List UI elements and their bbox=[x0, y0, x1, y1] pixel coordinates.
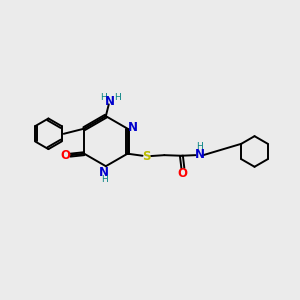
Text: O: O bbox=[60, 149, 70, 162]
Text: N: N bbox=[128, 121, 138, 134]
Text: H: H bbox=[114, 93, 120, 102]
Text: H: H bbox=[196, 142, 203, 152]
Text: N: N bbox=[99, 166, 110, 179]
Text: N: N bbox=[195, 148, 205, 161]
Text: H: H bbox=[100, 93, 107, 102]
Text: O: O bbox=[178, 167, 188, 180]
Text: N: N bbox=[105, 95, 115, 108]
Text: S: S bbox=[142, 150, 151, 163]
Text: H: H bbox=[101, 175, 108, 184]
